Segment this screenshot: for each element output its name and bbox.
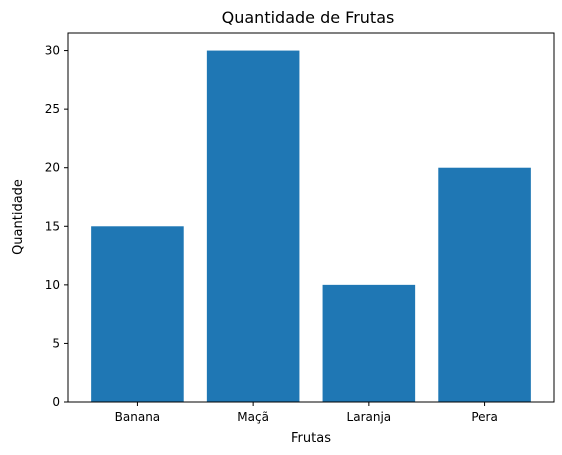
y-tick-label: 30 [45,44,60,58]
x-tick-label: Maçã [237,410,269,424]
y-axis-ticks: 0 5 10 15 20 25 30 [45,44,68,409]
x-axis-ticks: Banana Maçã Laranja Pera [115,402,498,424]
y-tick-label: 15 [45,219,60,233]
plot-frame [67,32,555,403]
y-tick-label: 10 [45,278,60,292]
x-axis-label: Frutas [291,431,331,446]
y-tick-label: 25 [45,102,60,116]
y-axis-label: Quantidade [11,179,26,255]
bars-group [91,50,531,402]
x-tick-label: Banana [115,410,161,424]
bar-pera [438,167,531,402]
y-tick-label: 5 [52,336,60,350]
y-tick-label: 0 [52,395,60,409]
y-tick-label: 20 [45,161,60,175]
x-tick-label: Laranja [347,410,392,424]
x-tick-label: Pera [471,410,497,424]
bar-maçã [206,50,300,402]
bar-banana [91,226,184,402]
bar-laranja [322,284,416,402]
chart-title: Quantidade de Frutas [222,8,395,27]
